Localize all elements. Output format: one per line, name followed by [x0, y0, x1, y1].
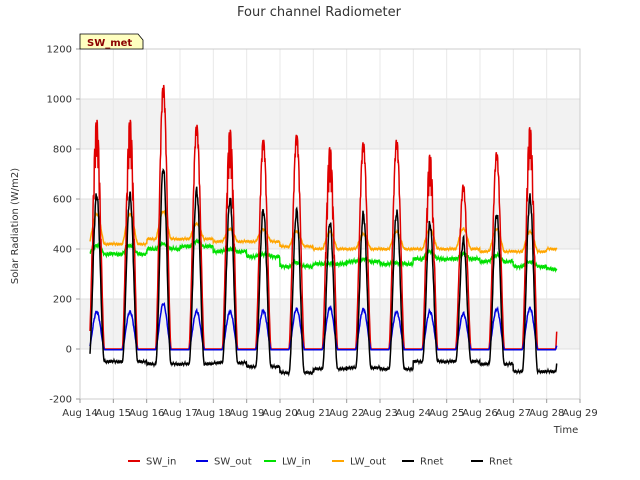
- x-tick-label: Aug 21: [296, 408, 331, 419]
- x-tick-label: Aug 19: [229, 408, 264, 419]
- legend-item: Rnet: [471, 457, 512, 468]
- legend-label: Rnet: [420, 457, 443, 468]
- y-axis-label: Solar Radiation (W/m2): [10, 168, 21, 284]
- series-line-sw-in: [89, 84, 558, 350]
- y-tick-label: 0: [66, 345, 72, 356]
- y-tick-label: 600: [53, 195, 72, 206]
- x-tick-label: Aug 14: [62, 408, 97, 419]
- x-tick-label: Aug 20: [262, 408, 297, 419]
- y-tick-label: -200: [49, 395, 72, 406]
- series-line-rnet: [89, 168, 558, 377]
- legend-item: LW_in: [264, 457, 311, 468]
- badge-box: [79, 33, 144, 50]
- series-line-sw-out: [89, 301, 558, 351]
- x-tick-label: Aug 28: [529, 408, 564, 419]
- badge-label: SW_met: [87, 38, 132, 49]
- chart-title: Four channel Radiometer: [237, 5, 402, 20]
- x-tick-label: Aug 29: [562, 408, 597, 419]
- band: [80, 99, 580, 149]
- x-tick-label: Aug 23: [362, 408, 397, 419]
- x-tick-label: Aug 15: [96, 408, 131, 419]
- x-tick-label: Aug 18: [196, 408, 231, 419]
- x-tick-label: Aug 25: [429, 408, 464, 419]
- y-tick-label: 1000: [47, 95, 72, 106]
- x-tick-label: Aug 22: [329, 408, 364, 419]
- legend-item: LW_out: [332, 457, 386, 468]
- x-tick-label: Aug 16: [129, 408, 164, 419]
- plot-frame: [79, 48, 581, 400]
- x-axis-label: Time: [553, 425, 578, 436]
- x-tick-label: Aug 24: [396, 408, 431, 419]
- x-tick-label: Aug 26: [462, 408, 497, 419]
- y-tick-label: 800: [53, 145, 72, 156]
- series-lines: [89, 84, 558, 377]
- x-tick-label: Aug 27: [496, 408, 531, 419]
- y-tick-label: 1200: [47, 45, 72, 56]
- legend-label: SW_in: [146, 457, 176, 468]
- y-tick-label: 200: [53, 295, 72, 306]
- legend: SW_in SW_out LW_in LW_out Rnet Rnet: [128, 457, 512, 468]
- y-tick-label: 400: [53, 245, 72, 256]
- legend-label: Rnet: [489, 457, 512, 468]
- legend-item: SW_out: [196, 457, 252, 468]
- legend-item: SW_in: [128, 457, 176, 468]
- legend-label: LW_out: [350, 457, 386, 468]
- y-axis-ticks: -200 0 200 400 600 800 1000 1200: [47, 45, 80, 406]
- legend-item: Rnet: [402, 457, 443, 468]
- x-tick-label: Aug 17: [162, 408, 197, 419]
- legend-label: SW_out: [214, 457, 252, 468]
- sw-met-badge: SW_met: [79, 33, 144, 50]
- legend-label: LW_in: [282, 457, 311, 468]
